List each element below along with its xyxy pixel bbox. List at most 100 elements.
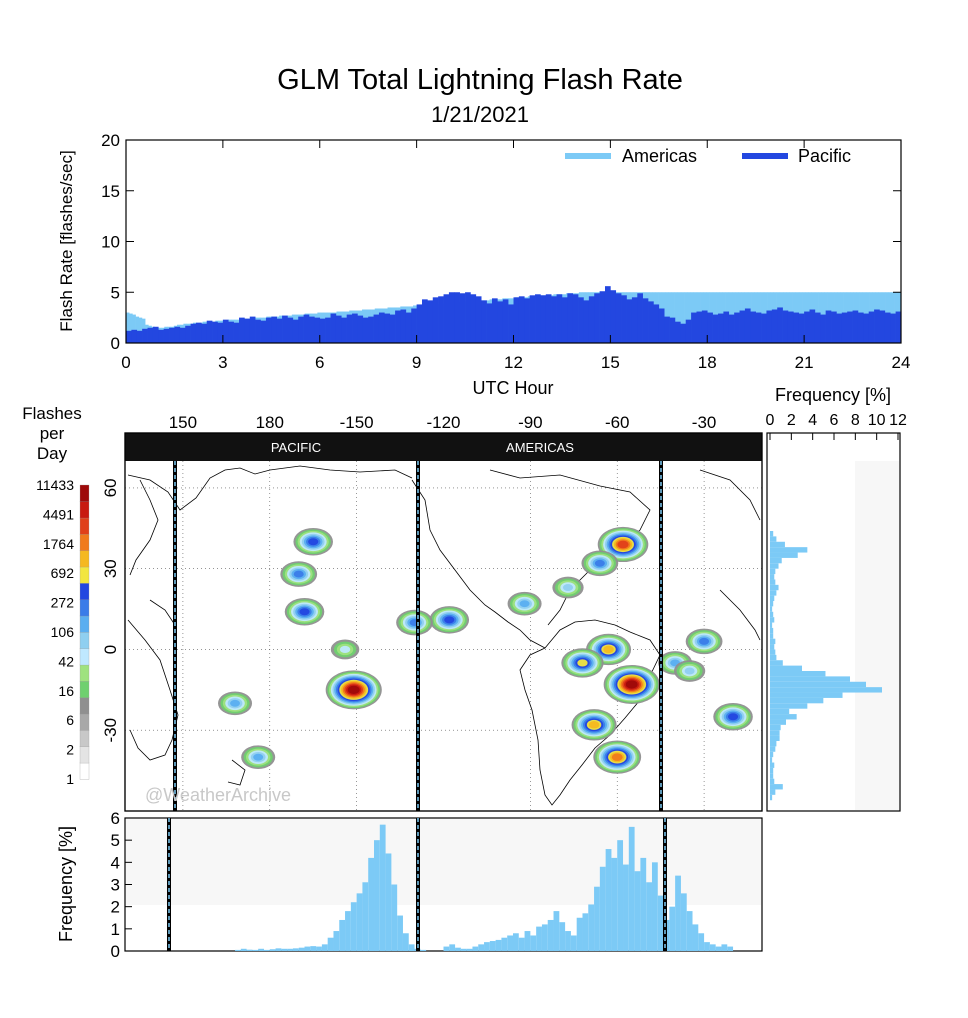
colorbar-swatch [79,615,90,633]
americas-bar [135,316,140,343]
pacific-bar [777,307,783,343]
lat-hist-bar [770,703,808,709]
pacific-bar [874,309,880,343]
map-top-axis: 150 180 -150 -120 -90 -60 -30 [169,413,717,432]
lon-hist-bar [466,948,473,951]
ts-x-tick-label: 0 [121,353,130,372]
ts-x-tick-label: 15 [601,353,620,372]
colorbar-swatch [79,664,90,682]
pacific-bar [804,311,810,343]
lon-hist-bar [727,946,734,951]
density-contour [253,753,264,761]
lat-hist-bar [770,676,850,682]
ts-x-tick-label: 18 [698,353,717,372]
bottom-hist-tick-label: 5 [111,831,120,850]
lat-hist-bar [770,649,776,655]
right-hist-tick-label: 0 [766,412,775,429]
pacific-bar [319,318,326,343]
lat-hist-bar [770,741,777,747]
pacific-bar [863,313,870,343]
americas-bar [674,292,679,343]
pacific-bar [314,317,321,343]
density-contour [308,538,319,546]
right-hist-bars [770,531,882,801]
density-contour [519,600,530,608]
pacific-bar [459,293,466,343]
lat-hist-bar [770,584,779,591]
lon-hist-bar [501,937,508,951]
americas-bar [132,314,136,343]
pacific-bar [518,296,525,343]
lon-hist-bar [235,949,241,951]
lon-hist-bar [686,911,693,951]
right-hist-shade [855,461,899,810]
pacific-bar [761,313,767,343]
colorbar-label: 16 [58,683,74,699]
lon-hist-bar [397,915,403,951]
ts-y-tick-label: 20 [101,131,120,150]
map-frame [124,432,763,812]
lon-hist-bar [298,947,305,951]
right-hist-tick-label: 4 [808,412,817,429]
lon-hist-bar [721,944,728,951]
map-lat-tick-label: 60 [101,478,120,497]
lat-hist-bar [770,552,798,558]
density-contour [699,637,710,645]
pacific-bar [195,322,202,343]
ts-x-ticks: 0 3 6 9 12 15 18 21 24 [121,140,910,372]
lon-hist-bar [402,933,409,951]
lon-hist-bar [379,824,386,951]
lon-hist-bar [489,941,496,951]
lon-hist-bar [292,948,299,951]
pacific-bar [282,315,288,343]
lat-hist-bar [770,557,782,564]
lat-hist-bar [770,730,780,736]
lat-hist-bar [770,536,777,542]
pacific-bar [362,317,369,343]
pacific-bar [147,327,154,343]
lon-hist-bar [478,944,485,951]
lat-hist-bar [770,638,776,645]
pacific-bar [648,301,654,343]
chart-title: GLM Total Lightning Flash Rate [277,64,683,96]
pacific-bar [422,299,428,343]
lat-hist-bar [770,665,802,671]
lon-hist-bar [657,895,664,951]
colorbar: Flashes per Day 11433 4491 1764 692 272 106 42… [22,404,90,787]
lat-hist-bar [770,692,843,698]
pacific-bar [228,321,234,343]
pacific-bar [669,317,676,343]
density-contour [230,699,240,707]
lat-hist-bar [770,746,776,752]
pacific-bar [260,320,267,343]
pacific-bar [739,310,746,343]
lat-hist-bar [770,757,773,763]
colorbar-swatch [79,746,90,764]
right-hist-tick-label: 6 [830,412,839,429]
colorbar-labels: 11433 4491 1764 692 272 106 42 16 6 2 1 [36,477,74,787]
lon-hist-bar [362,882,369,951]
pacific-bar [265,317,272,343]
density-contour [577,659,588,667]
pacific-bar [255,319,261,343]
pacific-bar [798,313,805,343]
right-hist-tick-label: 12 [889,412,907,429]
pacific-bar [448,292,455,343]
pacific-bar [179,327,186,343]
lon-hist-bar [541,924,548,951]
lon-hist-bar [321,944,328,951]
lat-hist-bar [770,735,780,741]
pacific-bar [325,317,331,343]
pacific-bar [529,295,536,343]
pacific-bar [604,286,611,343]
pacific-bar [755,312,762,343]
pacific-bar [481,300,487,343]
pacific-bar [276,318,283,343]
map-top-tick-label: -90 [518,413,543,432]
lon-hist-bar [246,949,253,951]
lat-hist-bar [770,687,882,693]
lon-hist-bar [611,857,618,951]
ts-x-tick-label: 3 [218,353,227,372]
pacific-bar [696,311,703,343]
map-lat-tick-label: -30 [101,718,120,743]
